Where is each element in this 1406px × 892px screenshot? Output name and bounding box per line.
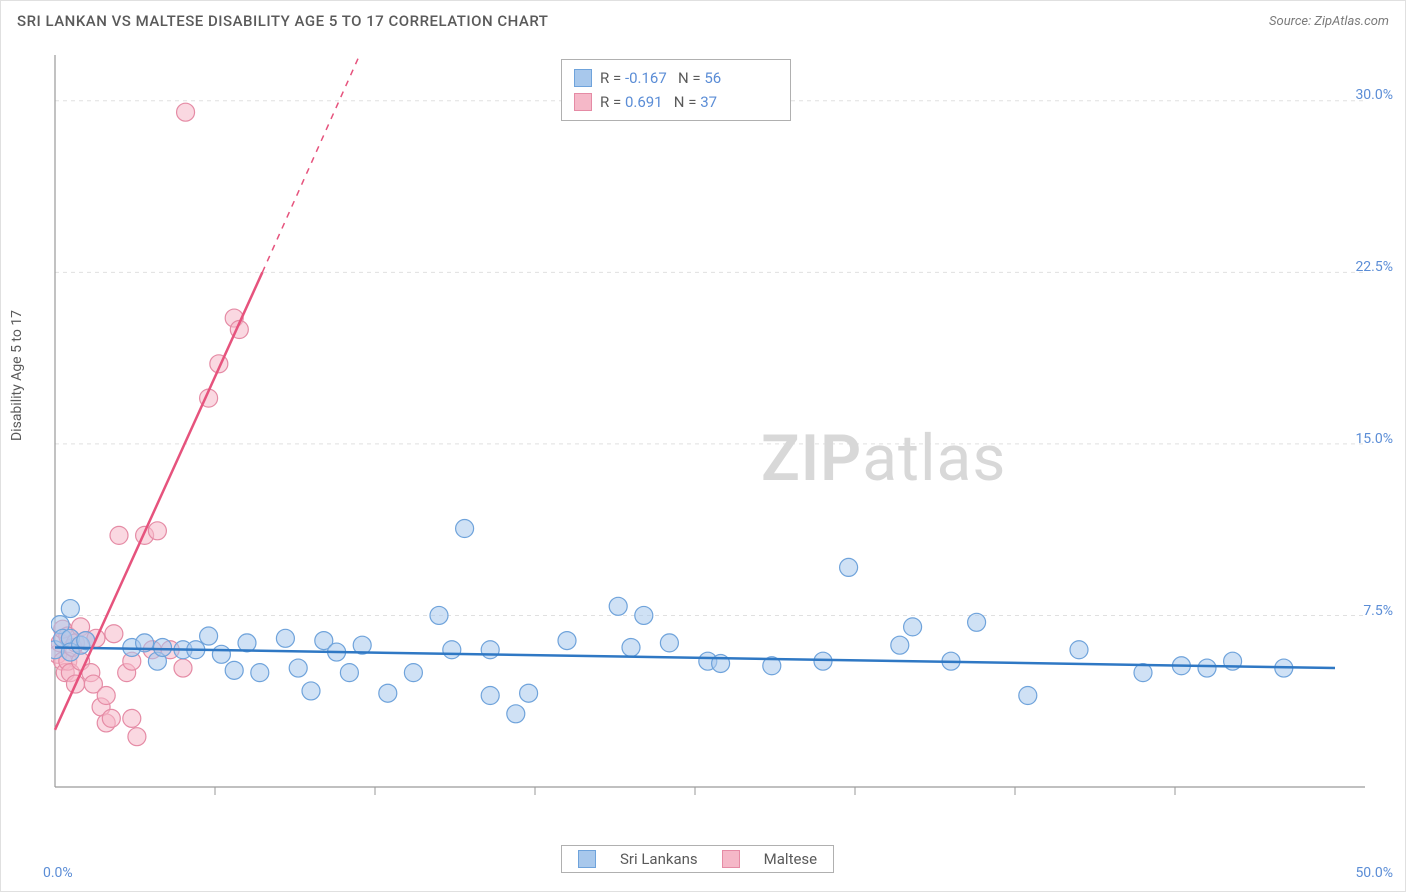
legend-swatch xyxy=(578,850,596,868)
legend-swatch xyxy=(574,69,592,87)
title-bar: SRI LANKAN VS MALTESE DISABILITY AGE 5 T… xyxy=(1,1,1405,41)
chart-title: SRI LANKAN VS MALTESE DISABILITY AGE 5 T… xyxy=(17,12,548,30)
xtick-label: 0.0% xyxy=(43,865,73,881)
legend-label: Maltese xyxy=(764,850,817,868)
ytick-label: 30.0% xyxy=(1355,87,1393,103)
scatter-plot xyxy=(51,51,1371,831)
y-axis-label: Disability Age 5 to 17 xyxy=(9,310,25,441)
legend-row: R = 0.691 N = 37 xyxy=(574,90,778,114)
series-legend: Sri Lankans Maltese xyxy=(561,845,834,873)
ytick-label: 7.5% xyxy=(1363,603,1393,619)
ytick-label: 22.5% xyxy=(1355,259,1393,275)
legend-text: R = 0.691 N = 37 xyxy=(600,90,717,114)
xtick-label: 50.0% xyxy=(1355,865,1393,881)
correlation-legend: R = -0.167 N = 56R = 0.691 N = 37 xyxy=(561,59,791,121)
legend-swatch xyxy=(722,850,740,868)
legend-text: R = -0.167 N = 56 xyxy=(600,66,721,90)
legend-label: Sri Lankans xyxy=(620,850,698,868)
chart-container: SRI LANKAN VS MALTESE DISABILITY AGE 5 T… xyxy=(0,0,1406,892)
ytick-label: 15.0% xyxy=(1355,431,1393,447)
legend-swatch xyxy=(574,93,592,111)
source-label: Source: ZipAtlas.com xyxy=(1269,14,1389,29)
legend-row: R = -0.167 N = 56 xyxy=(574,66,778,90)
